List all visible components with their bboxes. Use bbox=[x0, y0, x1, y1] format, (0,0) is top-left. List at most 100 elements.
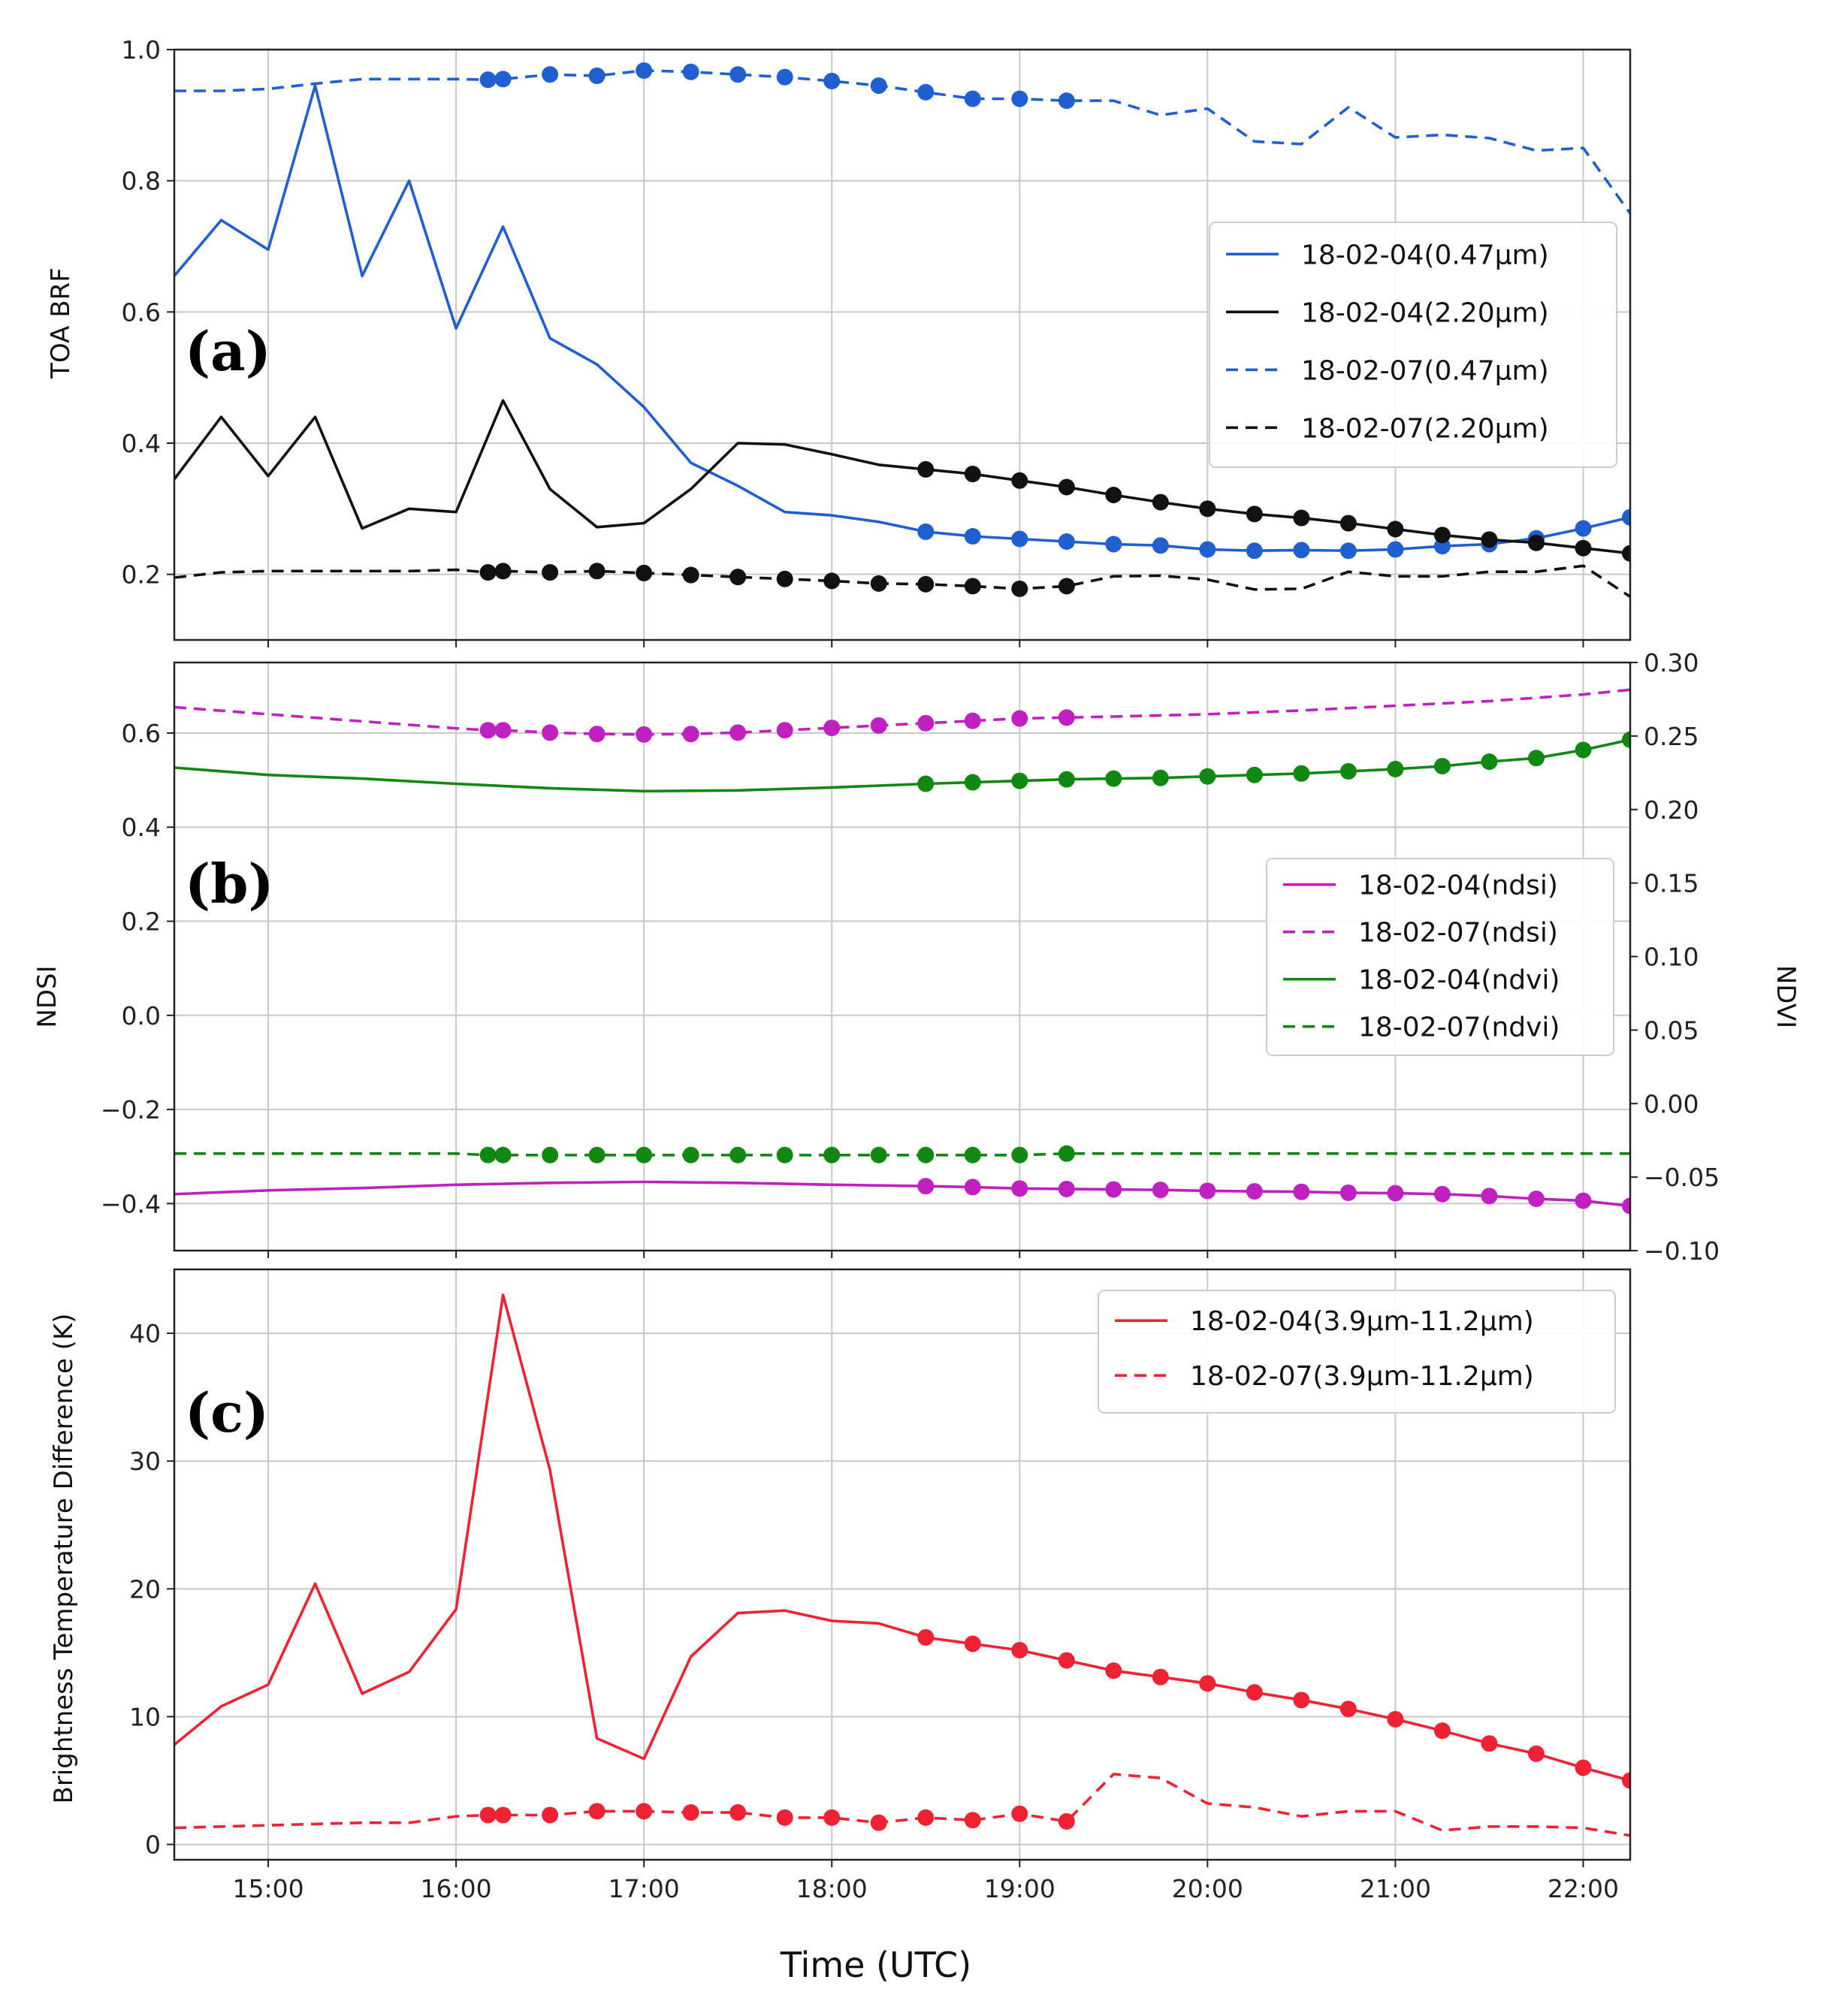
panel-b-series-2-point bbox=[823, 720, 841, 737]
panel-a-legend: 18-02-04(0.47μm) 18-02-04(2.20μm) 18-02-07… bbox=[1209, 222, 1617, 468]
panel-b-series-4-point bbox=[729, 1146, 747, 1163]
panel-c-series-1-point bbox=[1575, 1759, 1592, 1776]
tick-labels: 0.2 0.4 0.6 0.8 1.0 −0.4 −0.2 0.0 0.2 0.4 0.6 −0.10… bbox=[101, 35, 1720, 1903]
panel-b-series-1-point bbox=[1387, 1185, 1404, 1202]
x-tick-label: 15:00 bbox=[232, 1874, 304, 1903]
panel-a-series-4-line bbox=[174, 564, 1630, 598]
panel-b-series-4-point bbox=[588, 1146, 605, 1163]
panel-a-series-3-point bbox=[682, 63, 699, 80]
panel-a-series-4-point bbox=[479, 564, 497, 581]
panel-c-series-2-point bbox=[917, 1809, 935, 1826]
x-tick-label: 22:00 bbox=[1548, 1874, 1619, 1903]
panel-a-series-1-point bbox=[1058, 533, 1075, 550]
panel-a-series-3-point bbox=[776, 68, 793, 86]
panel-a-series-3-line bbox=[174, 69, 1630, 215]
panel-b-ytick-label: 0.4 bbox=[122, 813, 161, 842]
x-tick-label: 16:00 bbox=[421, 1874, 492, 1903]
panel-b-series-3-point bbox=[1622, 731, 1630, 748]
panel-c-series-1-point bbox=[964, 1635, 981, 1652]
panel-a-series-1-point bbox=[1105, 536, 1122, 553]
panel-a-series-3-point bbox=[494, 71, 512, 88]
panel-b-series-1-point bbox=[1622, 1197, 1630, 1215]
panel-b-series-4-point bbox=[870, 1146, 887, 1163]
panel-a-series-3-point bbox=[917, 83, 935, 101]
panel-b-series-3-point bbox=[1293, 765, 1310, 782]
panel-b-series-1-point bbox=[1339, 1184, 1357, 1201]
panel-c-legend-label: 18-02-07(3.9μm-11.2μm) bbox=[1190, 1361, 1534, 1392]
panel-b-ytick-right-label: 0.20 bbox=[1644, 795, 1699, 825]
panel-c-series-1-point bbox=[917, 1628, 935, 1646]
panel-b-frame bbox=[173, 661, 1632, 1252]
panel-b-series-2-point bbox=[494, 722, 512, 739]
panel-a-ytick-label: 0.6 bbox=[122, 297, 161, 327]
panel-c-series-2-point bbox=[729, 1804, 747, 1821]
panel-b-series-4-point bbox=[682, 1146, 699, 1163]
panel-a-series-group bbox=[174, 62, 1630, 598]
panel-c-series-2-point bbox=[494, 1806, 512, 1824]
panel-b-series-3-point bbox=[1481, 753, 1498, 771]
panel-b-series-4-point bbox=[542, 1146, 559, 1163]
panel-b-series-3-point bbox=[1339, 762, 1357, 780]
panel-a-series-2-point bbox=[1387, 521, 1404, 538]
panel-a-series-1-point bbox=[1387, 541, 1404, 558]
panel-b-series-1-point bbox=[1152, 1182, 1169, 1199]
panel-b-legend-label: 18-02-04(ndvi) bbox=[1358, 965, 1560, 996]
panel-c-series-2-point bbox=[823, 1809, 841, 1826]
panel-b-series-3-point bbox=[964, 774, 981, 791]
x-tick-label: 20:00 bbox=[1172, 1874, 1243, 1903]
panel-b-series-4-point bbox=[636, 1146, 653, 1163]
panel-a-ylabel: TOA BRF bbox=[46, 267, 76, 379]
panel-a-series-4-point bbox=[823, 572, 841, 590]
panel-a-series-1-point bbox=[1199, 541, 1216, 558]
panel-a-series-1-point bbox=[1575, 520, 1592, 537]
panel-b-series-3-point bbox=[1527, 750, 1545, 767]
panel-a-series-2-point bbox=[917, 460, 935, 478]
panel-a-legend-label: 18-02-04(0.47μm) bbox=[1301, 240, 1549, 270]
panel-b-ytick-right-label: 0.30 bbox=[1644, 648, 1699, 678]
panel-b-series-2-point bbox=[776, 722, 793, 739]
panel-c-series-2-point bbox=[479, 1806, 497, 1824]
panel-b-series-4-line bbox=[174, 1152, 1630, 1157]
panel-b-legend: 18-02-04(ndsi) 18-02-07(ndsi) 18-02-04(ndv… bbox=[1266, 858, 1614, 1056]
panel-a-series-1-point bbox=[1293, 542, 1310, 559]
panel-a-series-1-point bbox=[917, 523, 935, 540]
panel-c-series-1-point bbox=[1481, 1735, 1498, 1752]
panel-c-series-1-point bbox=[1293, 1692, 1310, 1709]
panel-b-series-1-point bbox=[1433, 1185, 1451, 1203]
x-tick-label: 18:00 bbox=[796, 1874, 868, 1903]
panel-b-ytick-right-label: 0.15 bbox=[1644, 869, 1699, 898]
panel-b-series-1-point bbox=[1527, 1191, 1545, 1208]
panel-c-series-1-point bbox=[1152, 1668, 1169, 1686]
panel-c-series-1-point bbox=[1527, 1745, 1545, 1762]
panel-a-series-4-point bbox=[682, 566, 699, 584]
panel-a-series-4-point bbox=[870, 575, 887, 592]
panel-b-series-1-point bbox=[1293, 1183, 1310, 1200]
panel-a-series-4-point bbox=[729, 569, 747, 586]
panel-b-series-4-point bbox=[1058, 1145, 1075, 1162]
x-tick-label: 17:00 bbox=[609, 1874, 680, 1903]
panel-a-series-1-point bbox=[1246, 542, 1263, 560]
panel-c-ylabel: Brightness Temperature Difference (K) bbox=[49, 1313, 79, 1803]
panel-b-series-2-point bbox=[964, 712, 981, 729]
panel-a-series-2-point bbox=[1293, 509, 1310, 527]
panel-a-series-3-point bbox=[636, 62, 653, 79]
panel-b-ylabel: NDSI bbox=[32, 965, 62, 1028]
panel-c-ytick-label: 30 bbox=[129, 1447, 161, 1476]
panel-a-series-2-point bbox=[1575, 539, 1592, 557]
panel-b-series-3-line bbox=[174, 738, 1630, 793]
panel-c-series-2-point bbox=[964, 1812, 981, 1829]
panel-c-legend-label: 18-02-04(3.9μm-11.2μm) bbox=[1190, 1306, 1534, 1337]
panel-c-series-2-point bbox=[588, 1803, 605, 1820]
panel-c-ytick-label: 20 bbox=[129, 1574, 161, 1604]
panel-b-series-2-point bbox=[682, 726, 699, 743]
panel-c-series-1-point bbox=[1011, 1641, 1028, 1658]
panel-b-series-4-point bbox=[823, 1146, 841, 1163]
panel-c-series-group bbox=[174, 1293, 1630, 1837]
panel-c-ytick-label: 40 bbox=[129, 1319, 161, 1348]
panel-a-series-2-point bbox=[1058, 478, 1075, 496]
panel-a-legend-label: 18-02-04(2.20μm) bbox=[1301, 297, 1549, 328]
panel-c-series-1-point bbox=[1105, 1662, 1122, 1679]
panel-b-series-2-point bbox=[636, 726, 653, 743]
panel-c-legend-box bbox=[1098, 1290, 1616, 1414]
